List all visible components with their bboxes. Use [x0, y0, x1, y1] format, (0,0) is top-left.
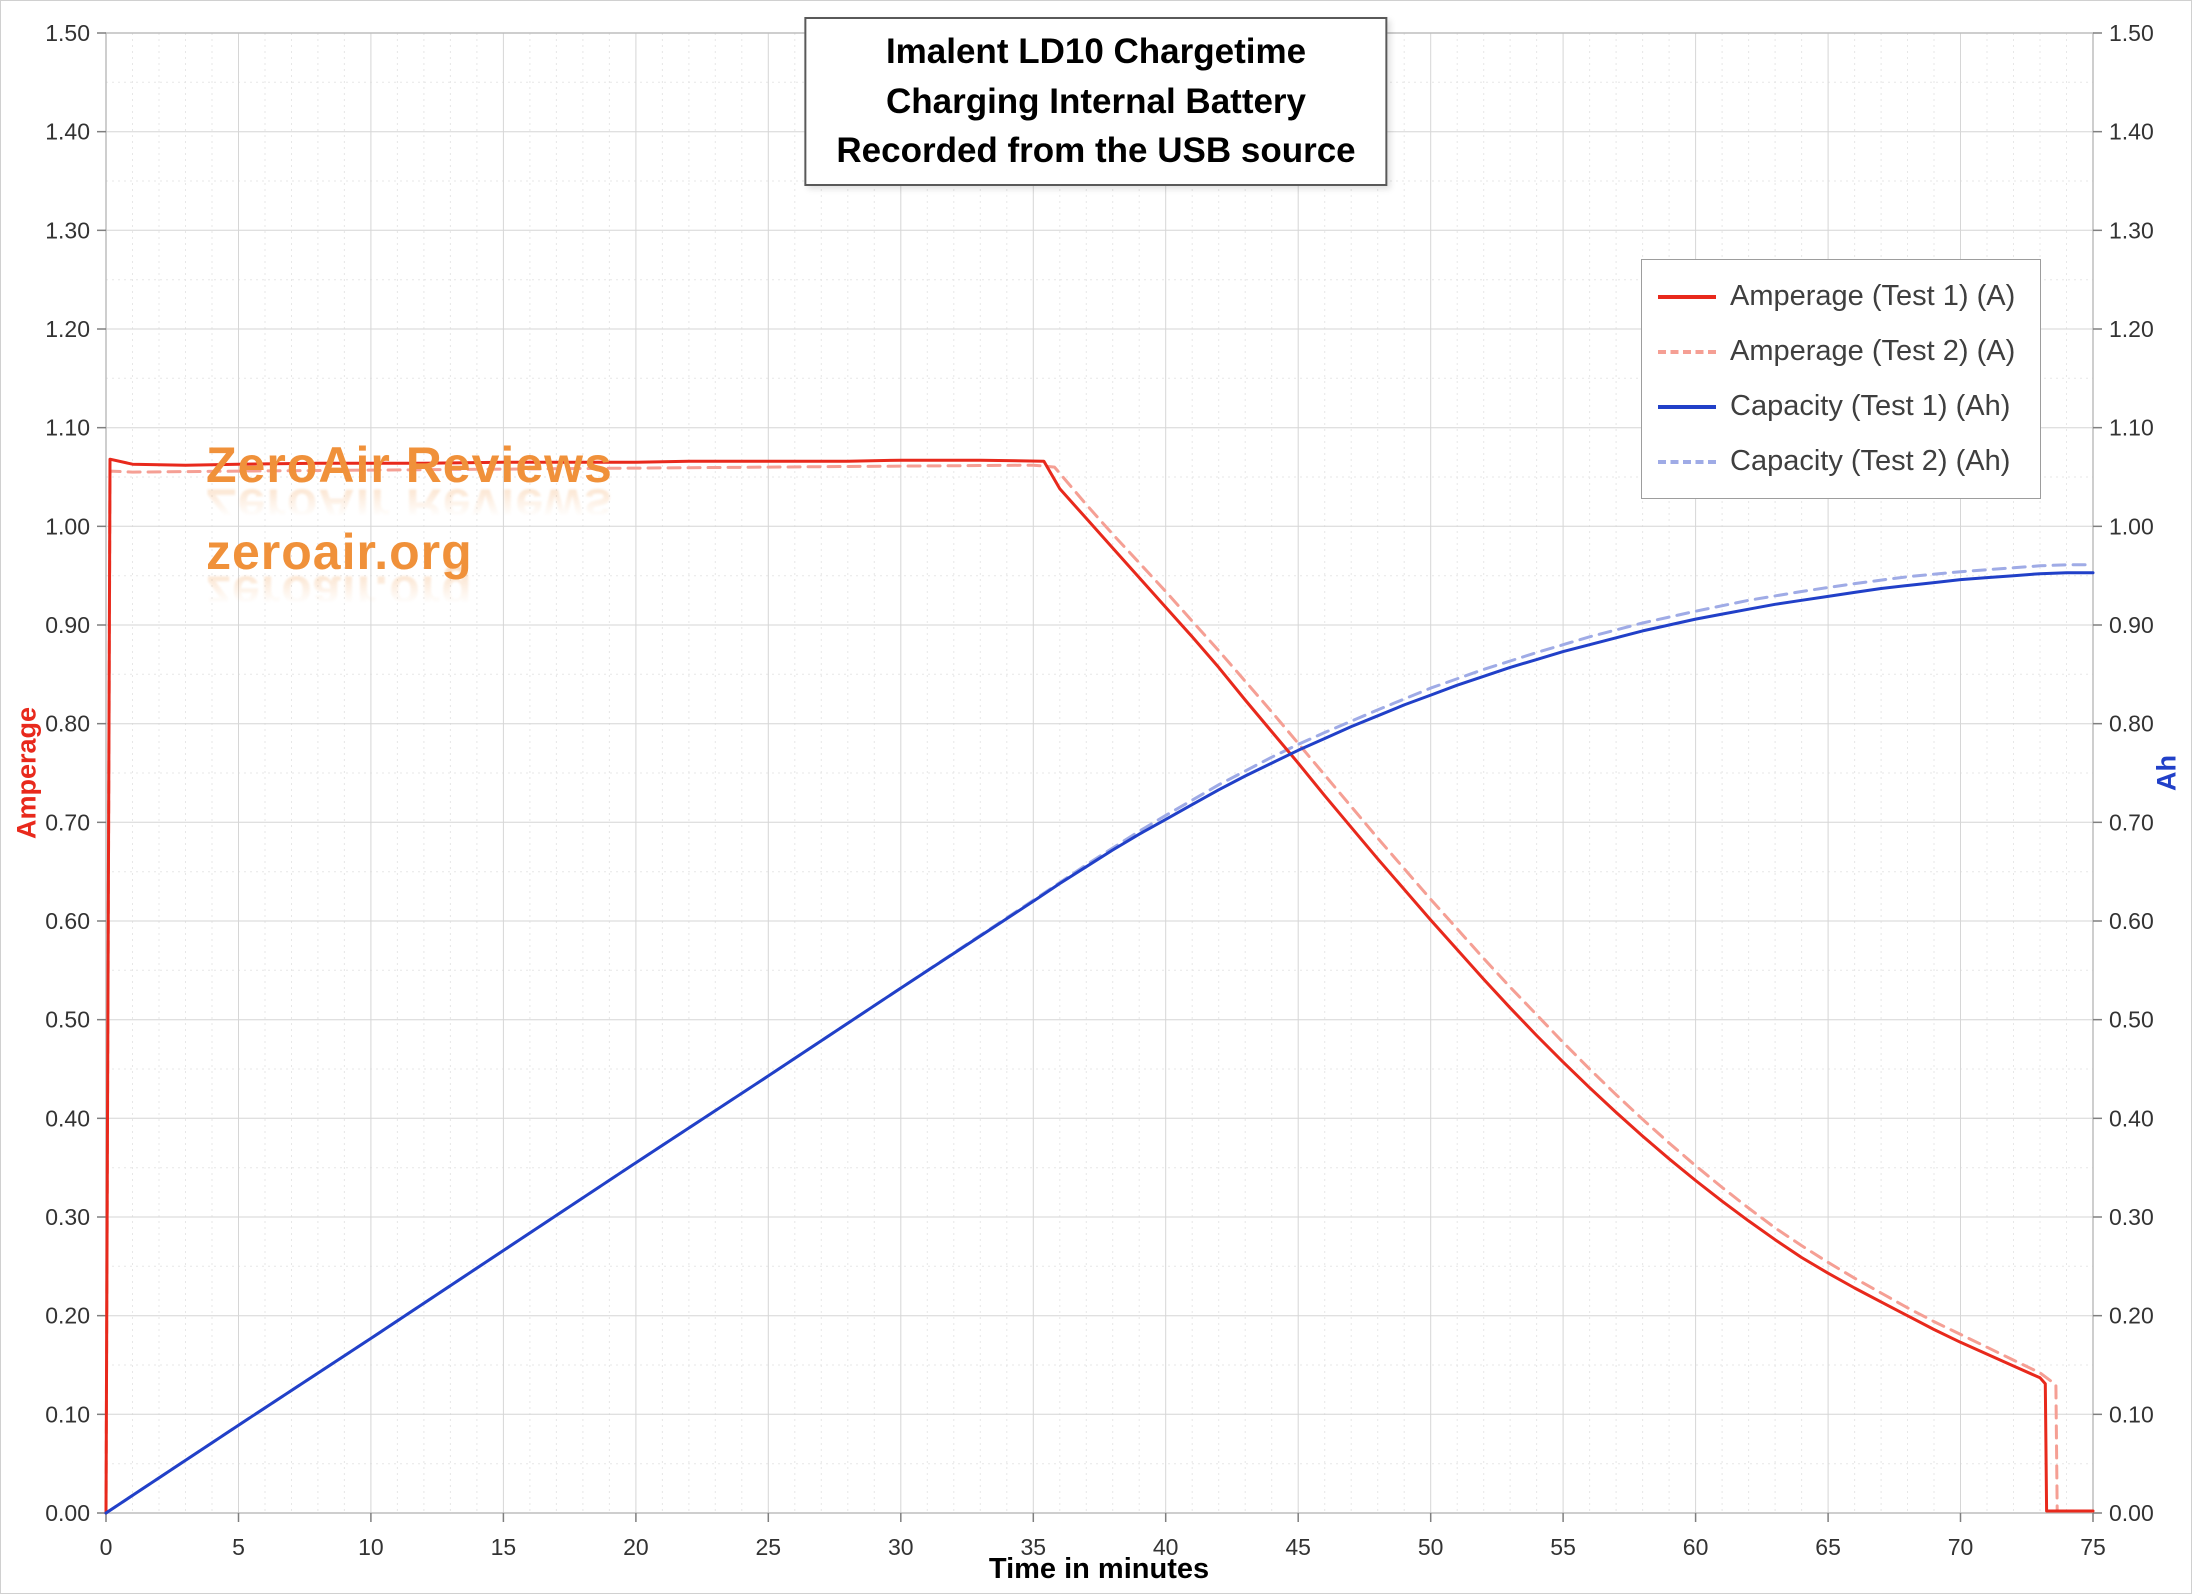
svg-text:0: 0: [100, 1534, 113, 1560]
svg-text:0.70: 0.70: [2109, 809, 2154, 835]
svg-text:0.90: 0.90: [45, 612, 90, 638]
svg-text:0.10: 0.10: [2109, 1401, 2154, 1427]
series-line-0: [104, 457, 2095, 1515]
chart-title: Imalent LD10 Chargetime Charging Interna…: [804, 17, 1388, 187]
svg-text:0.70: 0.70: [45, 809, 90, 835]
svg-text:1.40: 1.40: [45, 119, 90, 145]
svg-text:0.40: 0.40: [2109, 1105, 2154, 1131]
svg-text:0.50: 0.50: [45, 1007, 90, 1033]
legend-item-amperage-test1: Amperage (Test 1) (A): [1658, 280, 2030, 313]
svg-text:1.10: 1.10: [2109, 415, 2154, 441]
svg-text:50: 50: [1418, 1534, 1444, 1560]
legend-item-amperage-test2: Amperage (Test 2) (A): [1658, 335, 2030, 368]
svg-text:35: 35: [1021, 1534, 1047, 1560]
series-line-3: [104, 563, 2095, 1515]
series-lines: [104, 457, 2095, 1515]
svg-text:40: 40: [1153, 1534, 1179, 1560]
y-axis-title-left: Amperage: [11, 706, 42, 840]
legend: Amperage (Test 1) (A) Amperage (Test 2) …: [1641, 259, 2041, 499]
svg-text:1.30: 1.30: [45, 217, 90, 243]
svg-text:1.50: 1.50: [45, 20, 90, 46]
axis-ticks: [97, 32, 2102, 1522]
svg-text:30: 30: [888, 1534, 914, 1560]
legend-label-amperage-test1: Amperage (Test 1) (A): [1730, 280, 2016, 312]
svg-text:20: 20: [623, 1534, 649, 1560]
svg-text:60: 60: [1683, 1534, 1709, 1560]
svg-text:70: 70: [1948, 1534, 1974, 1560]
svg-text:10: 10: [358, 1534, 384, 1560]
legend-label-amperage-test2: Amperage (Test 2) (A): [1730, 335, 2016, 367]
legend-item-capacity-test2: Capacity (Test 2) (Ah): [1658, 445, 2030, 478]
svg-text:1.40: 1.40: [2109, 119, 2154, 145]
svg-text:25: 25: [756, 1534, 782, 1560]
svg-text:0.80: 0.80: [45, 711, 90, 737]
svg-text:1.30: 1.30: [2109, 217, 2154, 243]
svg-text:0.10: 0.10: [45, 1401, 90, 1427]
svg-text:1.50: 1.50: [2109, 20, 2154, 46]
series-line-1: [104, 463, 2095, 1515]
svg-text:75: 75: [2080, 1534, 2106, 1560]
x-axis-title: Time in minutes: [988, 1553, 1210, 1585]
chart-title-line1: Imalent LD10 Chargetime: [885, 32, 1307, 71]
legend-line-sample-blue-dashed: [1658, 459, 1716, 464]
svg-text:0.30: 0.30: [2109, 1204, 2154, 1230]
svg-text:1.00: 1.00: [2109, 513, 2154, 539]
svg-text:5: 5: [232, 1534, 245, 1560]
svg-text:1.20: 1.20: [2109, 316, 2154, 342]
legend-label-capacity-test1: Capacity (Test 1) (Ah): [1730, 390, 2011, 422]
legend-line-sample-red-dashed: [1658, 349, 1716, 354]
svg-text:0.60: 0.60: [2109, 908, 2154, 934]
svg-text:0.30: 0.30: [45, 1204, 90, 1230]
y-axis-title-right: Ah: [2151, 755, 2182, 791]
chart-title-line2: Charging Internal Battery: [885, 81, 1307, 121]
series-line-2: [104, 571, 2095, 1515]
svg-text:0.60: 0.60: [45, 908, 90, 934]
tick-labels: 0 5 10 15 20 25 30 35 40 45 50 55 60 65 70 750.00 0.000.…: [45, 20, 2154, 1560]
svg-text:0.80: 0.80: [2109, 711, 2154, 737]
chart-title-line3: Recorded from the USB source: [836, 131, 1356, 171]
plot-border: [105, 32, 2094, 1514]
svg-text:0.00: 0.00: [45, 1500, 90, 1526]
svg-text:0.40: 0.40: [45, 1105, 90, 1131]
legend-item-capacity-test1: Capacity (Test 1) (Ah): [1658, 390, 2030, 423]
svg-text:1.00: 1.00: [45, 513, 90, 539]
svg-text:45: 45: [1285, 1534, 1311, 1560]
svg-text:0.90: 0.90: [2109, 612, 2154, 638]
legend-label-capacity-test2: Capacity (Test 2) (Ah): [1730, 445, 2011, 477]
svg-text:55: 55: [1550, 1534, 1576, 1560]
legend-line-sample-red-solid: [1658, 294, 1716, 299]
svg-text:0.20: 0.20: [2109, 1303, 2154, 1329]
svg-text:0.20: 0.20: [45, 1303, 90, 1329]
svg-text:15: 15: [491, 1534, 517, 1560]
svg-text:0.50: 0.50: [2109, 1007, 2154, 1033]
legend-line-sample-blue-solid: [1658, 404, 1716, 409]
svg-text:65: 65: [1815, 1534, 1841, 1560]
svg-text:1.20: 1.20: [45, 316, 90, 342]
grid-minor: [106, 33, 2093, 1513]
grid-major: [105, 32, 2094, 1514]
svg-text:1.10: 1.10: [45, 415, 90, 441]
svg-text:0.00: 0.00: [2109, 1500, 2154, 1526]
